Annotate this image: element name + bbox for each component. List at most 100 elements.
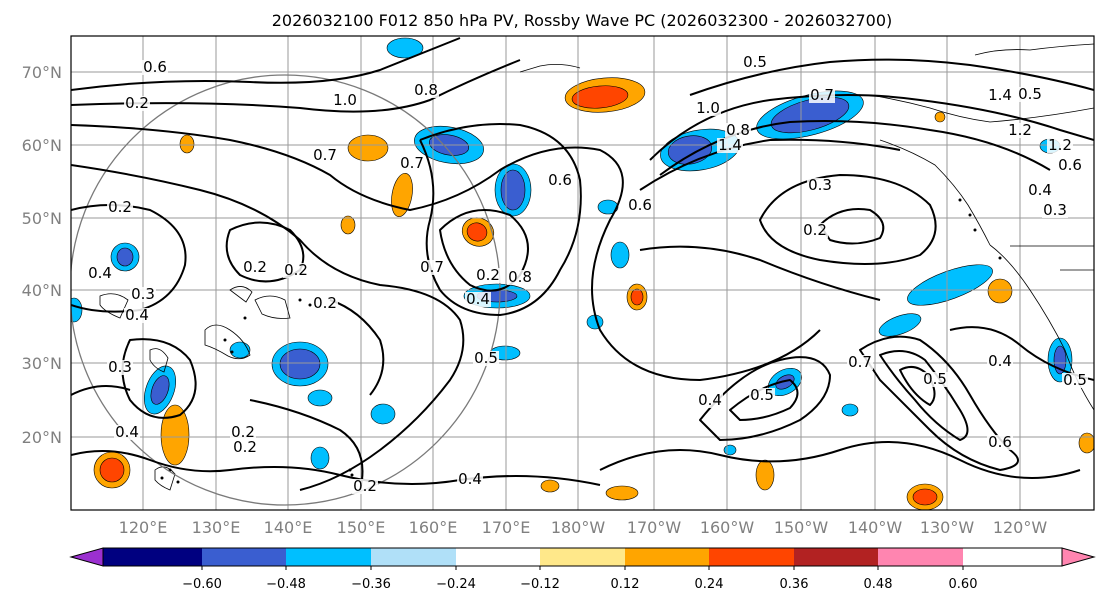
lon-label: 130°W (920, 518, 975, 537)
latitude-labels: 70°N 60°N 50°N 40°N 30°N 20°N (22, 63, 62, 447)
contour-label: 0.2 (803, 221, 827, 239)
contour-label: 0.6 (628, 196, 652, 214)
pc-blob (987, 278, 1013, 304)
pv-contour (639, 245, 881, 301)
pc-blob (912, 488, 938, 506)
pv-contour (699, 356, 831, 441)
pc-blob (878, 313, 922, 337)
contour-label-bg (847, 355, 873, 370)
contour-label: 0.7 (400, 154, 424, 172)
contour-label: 0.2 (243, 258, 267, 276)
contour-label-bg (547, 173, 573, 188)
pc-blob (500, 169, 526, 211)
pc-blob (934, 111, 946, 123)
pv-contour (71, 450, 601, 486)
colorbar-segment (371, 548, 456, 566)
island (973, 228, 977, 232)
lon-label: 150°E (337, 518, 386, 537)
contour-label-bg (742, 55, 768, 70)
contour-label: 1.0 (333, 91, 357, 109)
pc-blob (610, 241, 630, 269)
contour-label: 0.3 (1043, 201, 1067, 219)
contour-label-bg (809, 88, 835, 103)
pc-blob (723, 444, 737, 456)
island (968, 213, 972, 217)
island (308, 303, 312, 307)
contour-label-bg (107, 360, 133, 375)
contour-label-bg (627, 198, 653, 213)
contour-label: 0.7 (848, 353, 872, 371)
contour-label-bg (312, 296, 338, 311)
pv-contour (71, 164, 465, 491)
coastline (254, 295, 291, 319)
coastline (149, 348, 169, 373)
pv-contour (249, 399, 364, 491)
coastline (154, 466, 176, 491)
contour-label: 0.3 (108, 358, 132, 376)
colorbar-tick-label: 0.48 (864, 577, 893, 592)
pc-blob (1078, 432, 1094, 454)
lon-label: 140°W (848, 518, 903, 537)
island (230, 350, 234, 354)
contour-label-bg (717, 138, 743, 153)
pc-blob (597, 199, 619, 215)
contour-label: 0.2 (125, 94, 149, 112)
contour-label-bg (1062, 373, 1088, 388)
pc-blob (310, 446, 330, 470)
lon-label: 160°E (409, 518, 458, 537)
lon-label: 160°W (700, 518, 755, 537)
pv-contour (649, 94, 1094, 161)
contour-label: 0.2 (233, 438, 257, 456)
contour-label: 0.4 (698, 391, 722, 409)
map-frame (70, 35, 1095, 511)
contour-label: 1.4 (988, 86, 1012, 104)
contour-label-bg (475, 268, 501, 283)
contour-label: 0.4 (1028, 181, 1052, 199)
lat-label: 70°N (22, 63, 62, 82)
contour-label-bg (457, 472, 483, 487)
pc-blob (775, 374, 795, 390)
lat-label: 30°N (22, 354, 62, 373)
contour-label: 0.2 (313, 294, 337, 312)
island (176, 480, 180, 484)
contour-label: 0.6 (1058, 156, 1082, 174)
contour-label-bg (807, 178, 833, 193)
pc-blob (605, 485, 639, 501)
coastline (204, 324, 251, 360)
lon-label: 170°E (482, 518, 531, 537)
contour-label-bg (922, 372, 948, 387)
pv-contour (819, 208, 885, 245)
pc-blob (160, 404, 190, 466)
lon-label: 130°E (192, 518, 241, 537)
lon-label: 170°W (627, 518, 682, 537)
island (958, 198, 962, 202)
pv-contour (329, 299, 385, 396)
pv-contour (419, 123, 582, 316)
colorbar-segment (878, 548, 963, 566)
pc-blob (179, 134, 195, 154)
contour-label: 0.6 (548, 171, 572, 189)
contour-label: 0.2 (108, 198, 132, 216)
lat-label: 40°N (22, 281, 62, 300)
contour-label: 0.3 (131, 285, 155, 303)
contour-label-bg (124, 308, 150, 323)
colorbar-extend-low (69, 547, 104, 567)
contour-label: 0.5 (1063, 371, 1087, 389)
contour-label-bg (802, 223, 828, 238)
contour-label: 1.0 (696, 99, 720, 117)
colorbar-segment (202, 548, 286, 566)
colorbar-tick-label: 0.24 (695, 577, 724, 592)
contour-label-bg (124, 96, 150, 111)
pv-contour (899, 365, 936, 406)
pv-contour (71, 59, 521, 113)
coastline (519, 64, 581, 73)
island (298, 298, 302, 302)
figure-title: 2026032100 F012 850 hPa PV, Rossby Wave … (272, 11, 893, 30)
colorbar-tick-label: −0.36 (351, 577, 391, 592)
colorbar-segment (794, 548, 878, 566)
contour-label-bg (1057, 158, 1083, 173)
contour-label: 0.2 (476, 266, 500, 284)
contour-label: 0.8 (726, 121, 750, 139)
contour-label: 1.4 (718, 136, 742, 154)
lat-label: 60°N (22, 136, 62, 155)
